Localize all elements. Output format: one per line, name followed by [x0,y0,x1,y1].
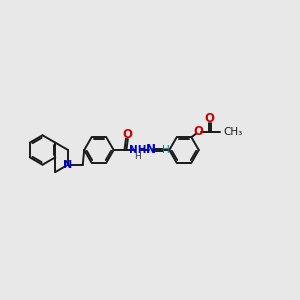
Text: H: H [134,152,141,161]
Text: N: N [63,160,73,170]
Text: O: O [205,112,215,125]
Text: NH: NH [129,145,147,155]
Text: H: H [162,145,170,155]
Text: CH₃: CH₃ [223,127,242,137]
Text: O: O [122,128,132,142]
Text: N: N [146,143,156,157]
Text: O: O [193,125,203,139]
